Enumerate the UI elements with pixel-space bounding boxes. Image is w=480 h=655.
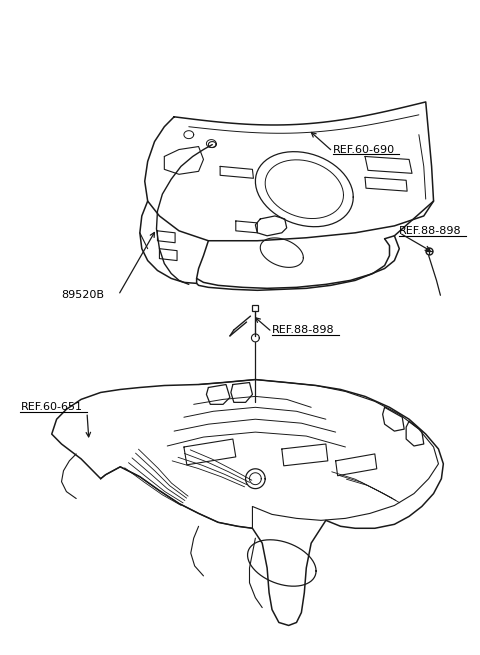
Bar — [252, 305, 258, 311]
Text: REF.88-898: REF.88-898 — [272, 325, 335, 335]
Text: REF.60-690: REF.60-690 — [333, 145, 395, 155]
Text: REF.60-651: REF.60-651 — [21, 402, 83, 412]
Text: 89520B: 89520B — [61, 290, 105, 300]
Text: REF.88-898: REF.88-898 — [399, 226, 462, 236]
